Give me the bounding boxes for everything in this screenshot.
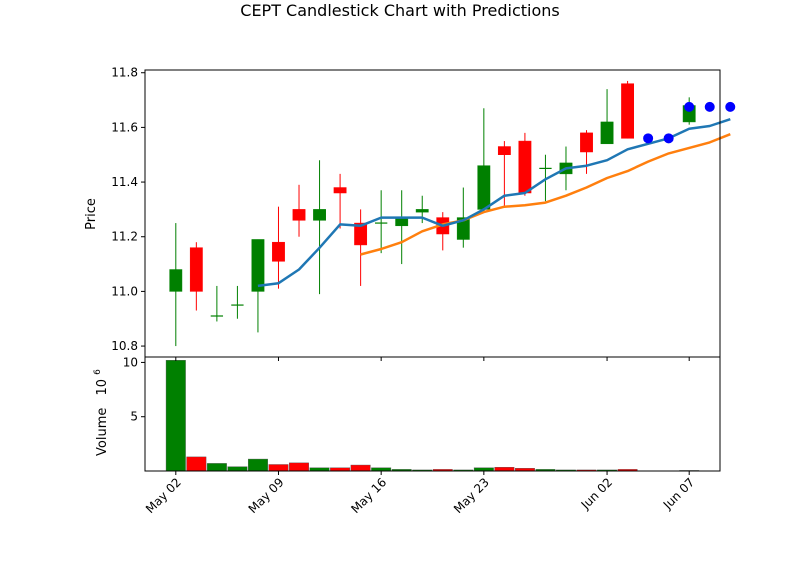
volume-bar — [494, 467, 515, 472]
x-tick-label: Jun 02 — [578, 475, 615, 512]
candle-body — [313, 209, 326, 221]
volume-bar — [165, 360, 186, 472]
prediction-point — [725, 101, 736, 112]
volume-multiplier-exp: 6 — [93, 369, 103, 375]
volume-marks — [165, 360, 700, 472]
candle-body — [272, 241, 285, 262]
volume-bar — [289, 462, 309, 472]
prediction-point — [684, 101, 695, 112]
volume-bar — [206, 463, 227, 472]
candle-body — [354, 222, 368, 246]
x-axis-ticks: May 02 May 09 May 16 May 23 Jun 02 Jun 07 — [143, 357, 697, 516]
candle-body — [415, 209, 429, 213]
volume-bar — [247, 458, 268, 472]
candle-body — [621, 83, 635, 139]
volume-label-text: Volume — [95, 408, 110, 456]
candle-body — [518, 140, 532, 194]
candle-body — [292, 209, 306, 221]
volume-bar — [268, 464, 289, 472]
x-tick-label: Jun 07 — [660, 475, 697, 512]
volume-y-tick-label: 10 — [123, 355, 138, 369]
price-y-tick-label: 10.8 — [111, 339, 138, 353]
price-y-tick-label: 11.0 — [111, 284, 138, 298]
x-tick-label: May 16 — [348, 475, 389, 516]
candle-body — [600, 121, 614, 145]
price-y-ticks: 10.8 11.0 11.2 11.4 11.6 11.8 — [111, 66, 145, 353]
candle-body — [333, 187, 347, 194]
volume-panel: 5 10 Volume 10 6 — [93, 355, 721, 472]
volume-y-axis-label: Volume 10 6 — [93, 369, 110, 456]
x-tick-label: May 02 — [143, 475, 184, 516]
ma-line-orange — [360, 133, 731, 256]
volume-bar — [186, 456, 207, 472]
price-y-tick-label: 11.6 — [111, 120, 138, 134]
volume-plot-frame — [144, 356, 721, 472]
candle-body — [456, 217, 470, 240]
price-y-axis-label: Price — [84, 198, 99, 230]
candle-body — [497, 146, 511, 155]
x-tick-label: May 23 — [451, 475, 492, 516]
price-panel: 10.8 11.0 11.2 11.4 11.6 11.8 Price — [84, 66, 736, 358]
price-y-tick-label: 11.8 — [111, 66, 138, 80]
price-y-tick-label: 11.2 — [111, 230, 138, 244]
volume-bar — [350, 464, 371, 472]
candle-body — [169, 269, 183, 292]
candle-body — [477, 165, 491, 210]
volume-bar — [227, 466, 248, 472]
candle-body — [580, 132, 593, 153]
prediction-point — [643, 133, 654, 144]
x-tick-label: May 09 — [246, 475, 287, 516]
prediction-point — [663, 133, 674, 144]
volume-y-ticks: 5 10 — [123, 355, 145, 424]
candle-body — [251, 239, 265, 292]
prediction-point — [704, 101, 715, 112]
ma-line-blue — [257, 118, 731, 288]
candle-body — [189, 247, 203, 292]
volume-multiplier-base: 10 — [95, 379, 110, 396]
volume-y-tick-label: 5 — [130, 410, 138, 424]
price-y-tick-label: 11.4 — [111, 175, 138, 189]
chart-title: CEPT Candlestick Chart with Predictions — [240, 1, 559, 20]
price-marks — [169, 80, 736, 347]
